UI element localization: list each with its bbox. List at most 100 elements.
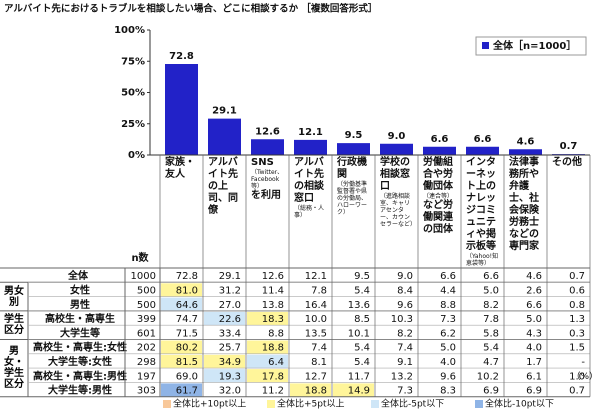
cell-highlight bbox=[204, 311, 245, 326]
cell-highlight bbox=[161, 354, 202, 369]
cell: 1.0 bbox=[569, 371, 585, 382]
cell: 0.7 bbox=[569, 386, 585, 397]
cell: 8.8 bbox=[268, 328, 284, 339]
unit-label: （%） bbox=[571, 371, 598, 382]
cell: 80.2 bbox=[176, 343, 198, 354]
cell: 7.3 bbox=[440, 314, 456, 325]
cell: 34.9 bbox=[219, 357, 241, 368]
cell: 4.7 bbox=[483, 357, 499, 368]
cell: 4.6 bbox=[526, 271, 542, 282]
category-label: 学校の相談窓口 （進路相談室、キャリアセンター、カウンセラーなど） bbox=[380, 157, 417, 228]
cell: 6.9 bbox=[526, 386, 542, 397]
bar bbox=[380, 143, 413, 155]
legend-label: 全体［n=1000］ bbox=[492, 39, 576, 52]
row-label: 大学生等 bbox=[60, 326, 100, 339]
legend-swatch bbox=[482, 42, 489, 49]
cell: 8.3 bbox=[440, 386, 456, 397]
cell: 13.6 bbox=[348, 300, 370, 311]
cell: 81.5 bbox=[176, 357, 198, 368]
cell-highlight bbox=[161, 283, 202, 297]
y-tick-label: 100% bbox=[114, 25, 145, 36]
group-label: 男女別 bbox=[4, 285, 24, 308]
cell-highlight bbox=[161, 383, 202, 397]
value-label: 29.1 bbox=[212, 106, 237, 117]
category-text: SNS bbox=[251, 157, 274, 168]
category-label: アルバイト先の相談窓口 （総務・人事） bbox=[294, 157, 327, 219]
cell: 10.2 bbox=[477, 371, 499, 382]
category-note: （Yahoo!知恵袋等） bbox=[466, 253, 499, 267]
row-n: 197 bbox=[137, 371, 156, 382]
cell-highlight bbox=[161, 340, 202, 354]
category-label: インターネット上のナレッジコミュニティや掲示板等 （Yahoo!知恵袋等） bbox=[466, 157, 499, 267]
cell: 8.2 bbox=[397, 328, 413, 339]
cell: 29.1 bbox=[219, 271, 241, 282]
category-note: （進路相談室、キャリアセンター、カウンセラーなど） bbox=[380, 193, 417, 228]
value-label: 0.7 bbox=[560, 141, 578, 152]
value-label: 6.6 bbox=[431, 134, 449, 145]
legend-label: 全体比-5pt以下 bbox=[381, 398, 444, 409]
cell: 8.1 bbox=[311, 357, 327, 368]
category-text: 行政機関 bbox=[337, 157, 367, 180]
bar bbox=[251, 139, 284, 155]
cell-highlight bbox=[204, 354, 245, 369]
cell: 22.6 bbox=[219, 314, 241, 325]
category-tail: を利用 bbox=[251, 190, 281, 201]
cell-highlight bbox=[290, 383, 331, 397]
cell: 61.7 bbox=[176, 386, 198, 397]
cell: 6.6 bbox=[483, 271, 499, 282]
cell: 11.7 bbox=[348, 371, 370, 382]
category-text: アルバイト先の相談窓口 bbox=[294, 157, 324, 204]
legend-label: 全体比+5pt以上 bbox=[277, 398, 345, 409]
legend-swatch bbox=[475, 400, 483, 408]
n-header: n数 bbox=[131, 251, 149, 264]
y-tick-label: 50% bbox=[121, 88, 145, 99]
cell: 5.4 bbox=[354, 357, 370, 368]
cell: 0.6 bbox=[569, 285, 585, 296]
cell: 16.4 bbox=[305, 300, 327, 311]
cell: 9.6 bbox=[397, 300, 413, 311]
group-label: 男女・学生区分 bbox=[4, 346, 24, 391]
cell-highlight bbox=[161, 297, 202, 311]
y-tick-label: 0% bbox=[128, 150, 145, 161]
cell: 4.4 bbox=[440, 285, 456, 296]
cell: 12.1 bbox=[305, 271, 327, 282]
cell: 72.8 bbox=[176, 271, 198, 282]
cell: 2.6 bbox=[526, 285, 542, 296]
cell: 7.8 bbox=[483, 314, 499, 325]
cell: 64.6 bbox=[176, 300, 198, 311]
cell: 32.0 bbox=[219, 386, 241, 397]
cell: 17.8 bbox=[262, 371, 284, 382]
cell: 6.1 bbox=[526, 371, 542, 382]
cell: 5.0 bbox=[483, 285, 499, 296]
category-text: 法律事務所や弁護士、社会保険労務士などの専門家 bbox=[509, 157, 539, 252]
cell: 1.5 bbox=[569, 343, 585, 354]
y-tick-label: 25% bbox=[121, 119, 145, 130]
legend-swatch bbox=[267, 400, 275, 408]
cell: 7.4 bbox=[311, 343, 327, 354]
cell: 9.0 bbox=[397, 271, 413, 282]
category-text: インターネット上のナレッジコミュニティや掲示板等 bbox=[466, 157, 496, 252]
category-text: アルバイト先の上司、同僚 bbox=[208, 157, 238, 216]
cell: 5.0 bbox=[440, 343, 456, 354]
category-text: その他 bbox=[552, 157, 582, 168]
cell-highlight bbox=[247, 311, 288, 326]
cell: 0.3 bbox=[569, 328, 585, 339]
row-label: 高校生・高専生:女性 bbox=[33, 341, 127, 354]
cell: 14.9 bbox=[348, 386, 370, 397]
legend-label: 全体比+10pt以上 bbox=[173, 398, 246, 409]
row-label: 大学生等:男性 bbox=[48, 384, 112, 397]
cell: 12.6 bbox=[262, 271, 284, 282]
category-note: （労働基準監督署や県の労働局、ハローワーク） bbox=[337, 181, 368, 216]
cell-highlight bbox=[247, 369, 288, 383]
cell: 8.2 bbox=[483, 300, 499, 311]
row-label: 高校生・高専生:男性 bbox=[33, 369, 127, 382]
bar bbox=[337, 143, 370, 155]
cell: 25.7 bbox=[219, 343, 241, 354]
row-n: 303 bbox=[137, 386, 156, 397]
group-label: 学生区分 bbox=[4, 314, 24, 337]
bar bbox=[423, 146, 456, 155]
row-n: 500 bbox=[137, 285, 156, 296]
cell: 11.4 bbox=[262, 285, 284, 296]
